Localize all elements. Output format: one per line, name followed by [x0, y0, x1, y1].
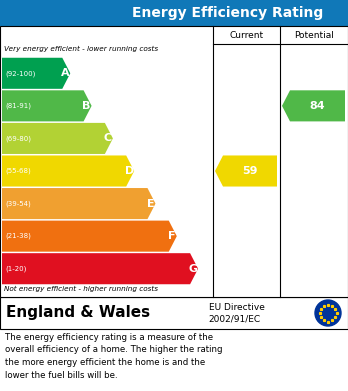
Text: A: A [61, 68, 70, 78]
Text: F: F [168, 231, 175, 241]
Polygon shape [215, 156, 277, 187]
Polygon shape [2, 221, 177, 252]
Text: (92-100): (92-100) [5, 70, 35, 77]
Text: E: E [147, 199, 154, 208]
Text: The energy efficiency rating is a measure of the
overall efficiency of a home. T: The energy efficiency rating is a measur… [5, 333, 222, 380]
Text: (55-68): (55-68) [5, 168, 31, 174]
Bar [0, 297, 348, 329]
Text: England & Wales: England & Wales [6, 305, 150, 321]
Polygon shape [2, 90, 92, 121]
Text: (1-20): (1-20) [5, 265, 26, 272]
Text: 84: 84 [310, 101, 325, 111]
Polygon shape [2, 123, 113, 154]
Bar [0, 0, 348, 26]
Bar [0, 26, 348, 297]
Text: 59: 59 [242, 166, 258, 176]
Polygon shape [282, 90, 345, 121]
Polygon shape [2, 253, 198, 284]
Text: Energy Efficiency Rating: Energy Efficiency Rating [132, 6, 324, 20]
Text: EU Directive
2002/91/EC: EU Directive 2002/91/EC [209, 303, 265, 323]
Text: (69-80): (69-80) [5, 135, 31, 142]
Polygon shape [2, 156, 134, 187]
Text: Very energy efficient - lower running costs: Very energy efficient - lower running co… [4, 46, 158, 52]
Circle shape [315, 300, 341, 326]
Text: G: G [189, 264, 198, 274]
Text: C: C [104, 133, 112, 143]
Text: (21-38): (21-38) [5, 233, 31, 239]
Polygon shape [2, 58, 70, 89]
Text: (81-91): (81-91) [5, 102, 31, 109]
Text: Not energy efficient - higher running costs: Not energy efficient - higher running co… [4, 286, 158, 292]
Text: Potential: Potential [294, 30, 334, 39]
Text: D: D [125, 166, 134, 176]
Text: (39-54): (39-54) [5, 200, 31, 207]
Text: B: B [82, 101, 91, 111]
Text: Current: Current [229, 30, 263, 39]
Polygon shape [2, 188, 156, 219]
